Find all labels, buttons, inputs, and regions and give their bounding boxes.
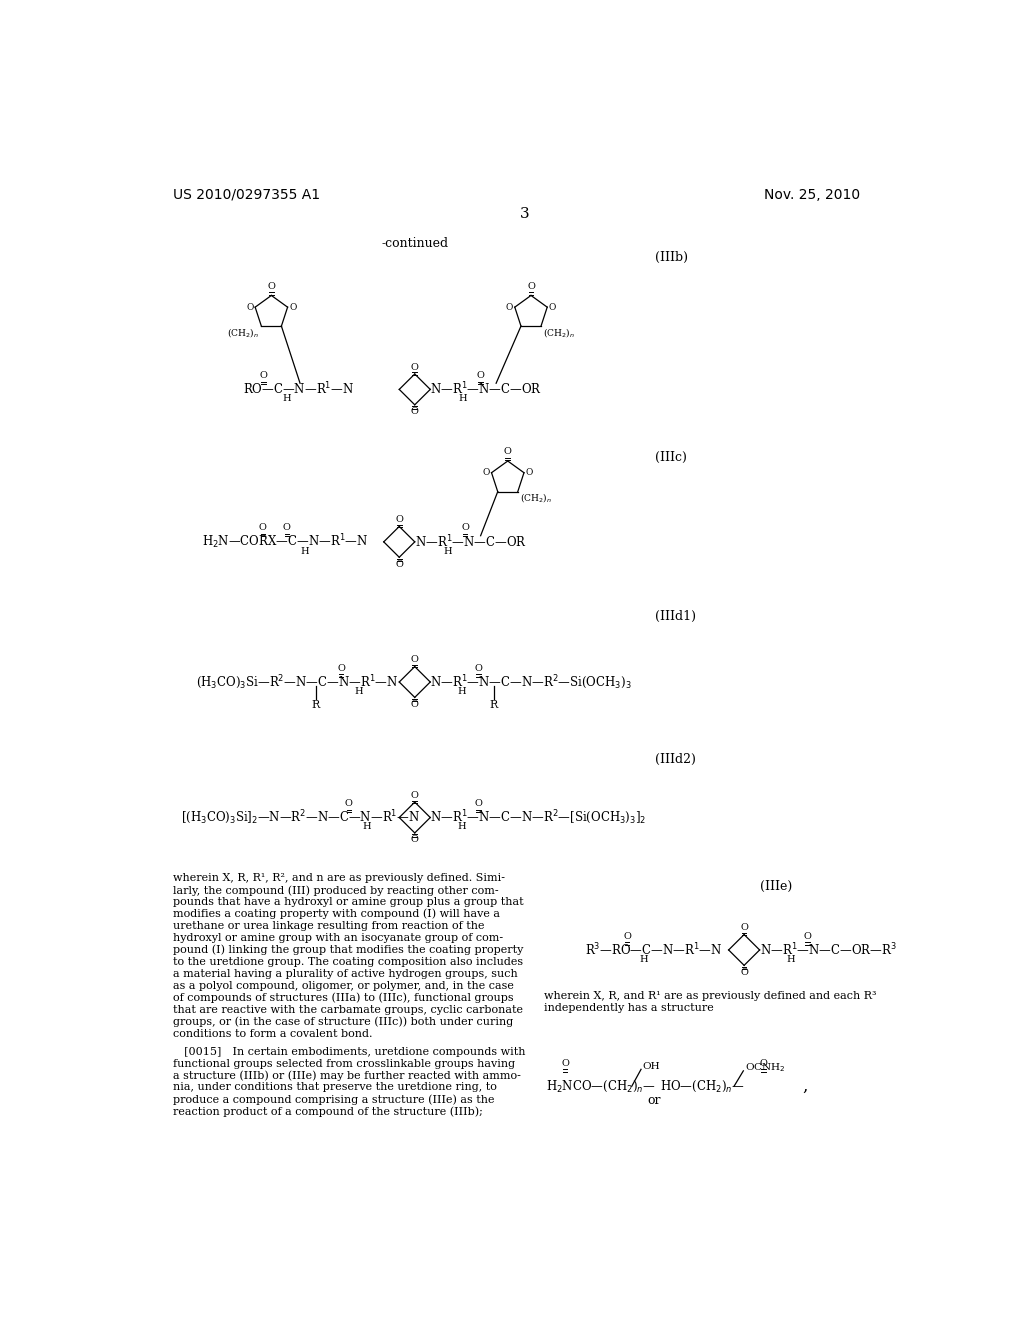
Text: [(H$_3$CO)$_3$Si]$_2$—N—R$^2$—N—C—N—R$^1$—N: [(H$_3$CO)$_3$Si]$_2$—N—R$^2$—N—C—N—R$^1… [180, 809, 420, 826]
Text: urethane or urea linkage resulting from reaction of the: urethane or urea linkage resulting from … [173, 921, 484, 931]
Text: O: O [267, 281, 275, 290]
Text: O: O [395, 560, 403, 569]
Text: H: H [362, 822, 371, 832]
Text: N—R$^1$—N—C—N—R$^2$—[Si(OCH$_3$)$_3$]$_2$: N—R$^1$—N—C—N—R$^2$—[Si(OCH$_3$)$_3$]$_2… [430, 809, 647, 826]
Text: O: O [624, 932, 631, 941]
Text: H: H [457, 686, 466, 696]
Text: O: O [395, 515, 403, 524]
Text: nia, under conditions that preserve the uretdione ring, to: nia, under conditions that preserve the … [173, 1082, 497, 1093]
Text: H: H [283, 395, 291, 403]
Text: O: O [246, 302, 254, 312]
Text: wherein X, R, R¹, R², and n are as previously defined. Simi-: wherein X, R, R¹, R², and n are as previ… [173, 874, 505, 883]
Text: O: O [411, 408, 419, 416]
Text: Nov. 25, 2010: Nov. 25, 2010 [764, 187, 859, 202]
Text: (IIIc): (IIIc) [655, 450, 687, 463]
Text: N—R$^1$—N—C—OR: N—R$^1$—N—C—OR [430, 381, 542, 397]
Text: H: H [459, 395, 467, 403]
Text: (IIIb): (IIIb) [655, 251, 688, 264]
Text: OH: OH [643, 1061, 660, 1071]
Text: O: O [527, 281, 535, 290]
Text: to the uretdione group. The coating composition also includes: to the uretdione group. The coating comp… [173, 957, 523, 966]
Text: OCNH$_2$: OCNH$_2$ [744, 1061, 785, 1074]
Text: that are reactive with the carbamate groups, cyclic carbonate: that are reactive with the carbamate gro… [173, 1005, 523, 1015]
Text: N—R$^1$—N—C—OR—R$^3$: N—R$^1$—N—C—OR—R$^3$ [760, 941, 896, 958]
Text: ,: , [802, 1077, 808, 1094]
Text: (CH$_2$)$_n$: (CH$_2$)$_n$ [227, 326, 259, 339]
Text: (IIId2): (IIId2) [655, 752, 696, 766]
Text: a material having a plurality of active hydrogen groups, such: a material having a plurality of active … [173, 969, 518, 979]
Text: O: O [337, 664, 345, 673]
Text: functional groups selected from crosslinkable groups having: functional groups selected from crosslin… [173, 1059, 515, 1068]
Text: N—R$^1$—N—C—OR: N—R$^1$—N—C—OR [415, 533, 526, 550]
Text: O: O [411, 791, 419, 800]
Text: (H$_3$CO)$_3$Si—R$^2$—N—C—N—R$^1$—N: (H$_3$CO)$_3$Si—R$^2$—N—C—N—R$^1$—N [197, 673, 398, 690]
Text: O: O [461, 524, 469, 532]
Text: larly, the compound (III) produced by reacting other com-: larly, the compound (III) produced by re… [173, 884, 499, 895]
Text: O: O [549, 302, 556, 312]
Text: of compounds of structures (IIIa) to (IIIc), functional groups: of compounds of structures (IIIa) to (II… [173, 993, 514, 1003]
Text: reaction product of a compound of the structure (IIIb);: reaction product of a compound of the st… [173, 1106, 483, 1117]
Text: H: H [786, 954, 795, 964]
Text: H: H [639, 954, 648, 964]
Text: or: or [647, 1093, 660, 1106]
Text: R: R [489, 700, 498, 710]
Text: O: O [740, 923, 749, 932]
Text: H$_2$NCO—(CH$_2$)$_n$—: H$_2$NCO—(CH$_2$)$_n$— [547, 1078, 656, 1094]
Text: H: H [443, 546, 452, 556]
Text: O: O [411, 363, 419, 371]
Text: O: O [345, 799, 353, 808]
Text: produce a compound comprising a structure (IIIe) as the: produce a compound comprising a structur… [173, 1094, 495, 1105]
Text: conditions to form a covalent bond.: conditions to form a covalent bond. [173, 1028, 373, 1039]
Text: H$_2$N—CORX—C—N—R$^1$—N: H$_2$N—CORX—C—N—R$^1$—N [202, 532, 368, 552]
Text: H: H [300, 546, 309, 556]
Text: groups, or (in the case of structure (IIIc)) both under curing: groups, or (in the case of structure (II… [173, 1016, 513, 1027]
Text: O: O [477, 371, 484, 380]
Text: O: O [260, 371, 267, 380]
Text: independently has a structure: independently has a structure [544, 1003, 714, 1012]
Text: a structure (IIIb) or (IIIe) may be further reacted with ammo-: a structure (IIIb) or (IIIe) may be furt… [173, 1071, 521, 1081]
Text: O: O [259, 524, 267, 532]
Text: O: O [760, 1059, 767, 1068]
Text: O: O [411, 655, 419, 664]
Text: O: O [482, 469, 490, 478]
Text: O: O [740, 968, 749, 977]
Text: O: O [506, 302, 513, 312]
Text: O: O [561, 1059, 569, 1068]
Text: modifies a coating property with compound (I) will have a: modifies a coating property with compoun… [173, 909, 500, 920]
Text: R: R [311, 700, 319, 710]
Text: hydroxyl or amine group with an isocyanate group of com-: hydroxyl or amine group with an isocyana… [173, 933, 503, 942]
Text: O: O [474, 799, 482, 808]
Text: [0015] In certain embodiments, uretdione compounds with: [0015] In certain embodiments, uretdione… [173, 1047, 525, 1056]
Text: US 2010/0297355 A1: US 2010/0297355 A1 [173, 187, 321, 202]
Text: O: O [411, 836, 419, 845]
Text: (IIIe): (IIIe) [760, 879, 792, 892]
Text: (IIId1): (IIId1) [655, 610, 696, 623]
Text: H: H [354, 686, 364, 696]
Text: O: O [504, 447, 512, 457]
Text: N—R$^1$—N—C—N—R$^2$—Si(OCH$_3$)$_3$: N—R$^1$—N—C—N—R$^2$—Si(OCH$_3$)$_3$ [430, 673, 632, 690]
Text: wherein X, R, and R¹ are as previously defined and each R³: wherein X, R, and R¹ are as previously d… [544, 991, 877, 1001]
Text: O: O [289, 302, 297, 312]
Text: (CH$_2$)$_n$: (CH$_2$)$_n$ [520, 491, 552, 504]
Text: O: O [474, 664, 482, 673]
Text: R$^3$—RO—C—N—R$^1$—N: R$^3$—RO—C—N—R$^1$—N [586, 941, 723, 958]
Text: H: H [457, 822, 466, 832]
Text: as a polyol compound, oligomer, or polymer, and, in the case: as a polyol compound, oligomer, or polym… [173, 981, 514, 991]
Text: pound (I) linking the group that modifies the coating property: pound (I) linking the group that modifie… [173, 945, 523, 956]
Text: -continued: -continued [381, 236, 449, 249]
Text: O: O [283, 524, 291, 532]
Text: (CH$_2$)$_n$: (CH$_2$)$_n$ [544, 326, 575, 339]
Text: RO—C—N—R$^1$—N: RO—C—N—R$^1$—N [243, 381, 353, 397]
Text: O: O [804, 932, 812, 941]
Text: HO—(CH$_2$)$_n$—: HO—(CH$_2$)$_n$— [659, 1078, 744, 1094]
Text: 3: 3 [520, 207, 529, 220]
Text: pounds that have a hydroxyl or amine group plus a group that: pounds that have a hydroxyl or amine gro… [173, 898, 523, 907]
Text: O: O [411, 700, 419, 709]
Text: O: O [525, 469, 532, 478]
